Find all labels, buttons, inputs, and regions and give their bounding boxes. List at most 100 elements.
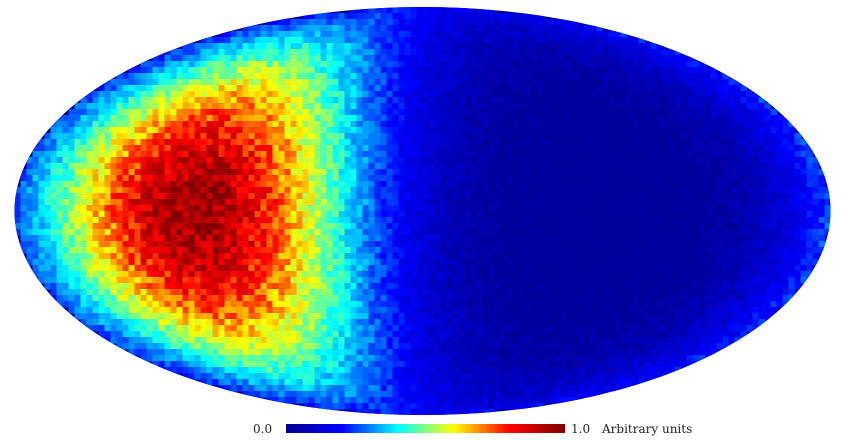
map-pixel xyxy=(320,109,328,116)
map-pixel xyxy=(410,79,418,86)
map-pixel xyxy=(698,223,706,230)
map-pixel xyxy=(590,151,598,158)
map-pixel xyxy=(218,139,226,146)
map-pixel xyxy=(188,133,196,140)
map-pixel xyxy=(194,181,202,188)
map-pixel xyxy=(686,211,694,218)
map-pixel xyxy=(608,139,616,146)
map-pixel xyxy=(326,91,334,98)
map-pixel xyxy=(290,211,298,218)
map-pixel xyxy=(158,169,166,176)
map-pixel xyxy=(536,79,544,86)
map-pixel xyxy=(542,49,550,56)
map-pixel xyxy=(242,247,250,254)
map-pixel xyxy=(200,247,208,254)
map-pixel xyxy=(320,235,328,242)
map-pixel xyxy=(362,49,370,56)
map-pixel xyxy=(368,241,376,248)
map-pixel xyxy=(668,67,676,74)
map-pixel xyxy=(32,157,40,164)
map-pixel xyxy=(584,217,592,224)
map-pixel xyxy=(362,205,370,212)
map-pixel xyxy=(260,181,268,188)
map-pixel xyxy=(614,163,622,170)
map-pixel xyxy=(404,115,412,122)
map-pixel xyxy=(332,61,340,68)
map-pixel xyxy=(398,13,406,20)
map-pixel xyxy=(644,139,652,146)
map-pixel xyxy=(458,37,466,44)
map-pixel xyxy=(266,91,274,98)
map-pixel xyxy=(392,175,400,182)
map-pixel xyxy=(266,193,274,200)
map-pixel xyxy=(440,259,448,266)
map-pixel xyxy=(752,217,760,224)
map-pixel xyxy=(362,157,370,164)
map-pixel xyxy=(416,199,424,206)
map-pixel xyxy=(224,265,232,272)
map-pixel xyxy=(188,109,196,116)
map-pixel xyxy=(200,67,208,74)
map-pixel xyxy=(476,259,484,266)
map-pixel xyxy=(308,115,316,122)
map-pixel xyxy=(506,145,514,152)
map-pixel xyxy=(92,169,100,176)
map-pixel xyxy=(476,37,484,44)
map-pixel xyxy=(320,85,328,92)
map-pixel xyxy=(242,229,250,236)
map-pixel xyxy=(536,181,544,188)
map-pixel xyxy=(452,43,460,50)
map-pixel xyxy=(308,25,316,32)
map-pixel xyxy=(476,7,484,14)
map-pixel xyxy=(272,223,280,230)
map-pixel xyxy=(410,193,418,200)
map-pixel xyxy=(548,37,556,44)
map-pixel xyxy=(266,211,274,218)
map-pixel xyxy=(596,175,604,182)
map-pixel xyxy=(704,205,712,212)
map-pixel xyxy=(242,235,250,242)
map-pixel xyxy=(584,223,592,230)
map-pixel xyxy=(320,19,328,26)
map-pixel xyxy=(338,229,346,236)
map-pixel xyxy=(644,85,652,92)
map-pixel xyxy=(362,91,370,98)
map-pixel xyxy=(116,241,124,248)
map-pixel xyxy=(512,91,520,98)
map-pixel xyxy=(476,19,484,26)
map-pixel xyxy=(482,19,490,26)
map-pixel xyxy=(656,229,664,236)
map-pixel xyxy=(266,223,274,230)
map-pixel xyxy=(620,43,628,50)
map-pixel xyxy=(140,247,148,254)
map-pixel xyxy=(404,181,412,188)
map-pixel xyxy=(284,205,292,212)
map-pixel xyxy=(182,217,190,224)
map-pixel xyxy=(188,121,196,128)
map-pixel xyxy=(248,265,256,272)
map-pixel xyxy=(572,61,580,68)
map-pixel xyxy=(374,157,382,164)
map-pixel xyxy=(320,241,328,248)
map-pixel xyxy=(152,157,160,164)
map-pixel xyxy=(500,13,508,20)
map-pixel xyxy=(560,151,568,158)
map-pixel xyxy=(50,235,58,242)
map-pixel xyxy=(344,193,352,200)
map-pixel xyxy=(122,115,130,122)
map-pixel xyxy=(272,253,280,260)
map-pixel xyxy=(200,241,208,248)
map-pixel xyxy=(632,187,640,194)
map-pixel xyxy=(344,259,352,266)
map-pixel xyxy=(566,25,574,32)
map-pixel xyxy=(530,73,538,80)
map-pixel xyxy=(662,49,670,56)
map-pixel xyxy=(296,133,304,140)
map-pixel xyxy=(794,235,802,242)
map-pixel xyxy=(428,157,436,164)
map-pixel xyxy=(158,175,166,182)
map-pixel xyxy=(356,211,364,218)
map-pixel xyxy=(668,127,676,134)
map-pixel xyxy=(626,109,634,116)
map-pixel xyxy=(446,55,454,62)
